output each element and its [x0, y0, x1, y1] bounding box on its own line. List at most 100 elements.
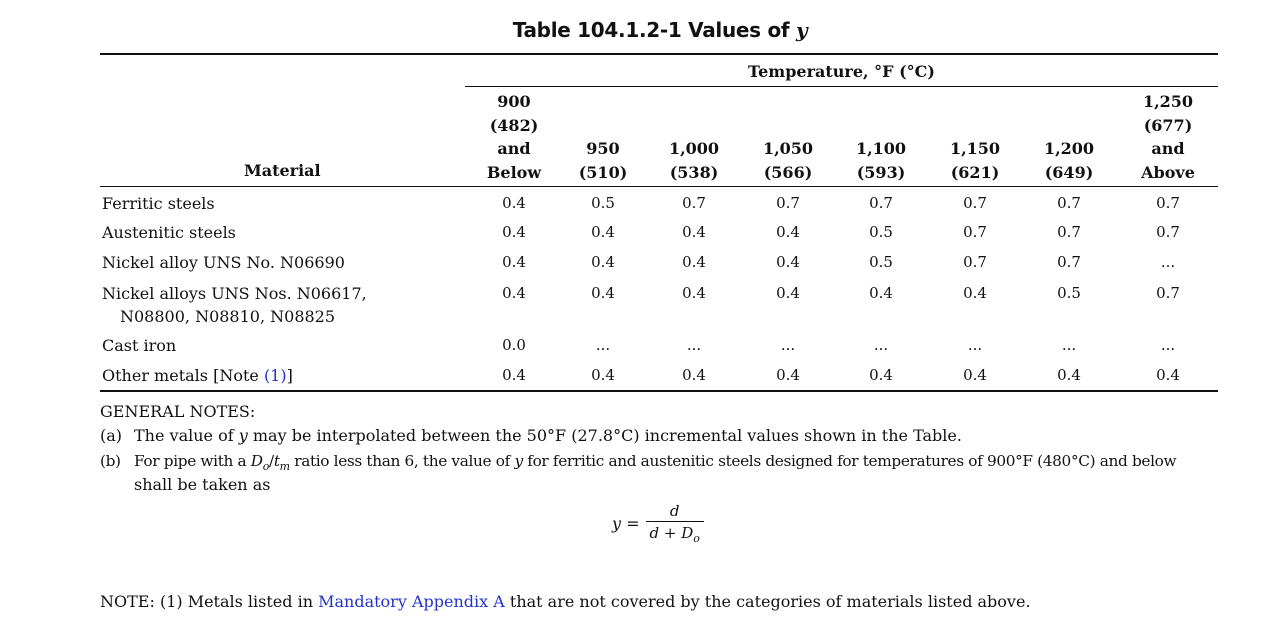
column-header-line: and: [497, 139, 531, 158]
column-header: 1,250 (677) and Above: [1141, 90, 1195, 184]
column-header-line: 950: [586, 139, 620, 158]
table-cell: 0.4: [502, 366, 526, 384]
column-header-line: 1,150: [949, 139, 1001, 158]
row-label: Austenitic steels: [102, 221, 236, 244]
general-note-b: (b) For pipe with a Do/tm ratio less than…: [100, 449, 1177, 479]
mandatory-appendix-a-link[interactable]: Mandatory Appendix A: [318, 592, 505, 611]
table-cell: ...: [1160, 253, 1176, 271]
note-b-D-sub: o: [262, 460, 270, 474]
y-formula: y = d d + Do: [612, 502, 704, 545]
table-cell: 0.0: [502, 336, 526, 354]
row-label-text: Austenitic steels: [102, 223, 236, 242]
bottom-rule: [100, 390, 1218, 392]
table-cell: 0.7: [1057, 253, 1081, 271]
column-header-line: (482): [489, 115, 539, 135]
table-cell: ...: [595, 336, 611, 354]
column-header: 950 (510): [579, 137, 628, 184]
note-a-variable: y: [238, 426, 248, 445]
column-header: 1,150 (621): [950, 137, 1000, 184]
table-cell: 0.4: [591, 284, 615, 302]
column-header-line: (621): [950, 162, 1000, 182]
formula-denominator-plus: +: [659, 524, 682, 542]
table-cell: 0.5: [869, 223, 893, 241]
row-label: Nickel alloys UNS Nos. N06617, N08800, N0…: [102, 282, 367, 328]
table-cell: 0.4: [682, 366, 706, 384]
table-cell: 0.4: [1156, 366, 1180, 384]
row-label: Ferritic steels: [102, 192, 215, 215]
table-cell: 0.4: [869, 284, 893, 302]
table-cell: 0.7: [869, 194, 893, 212]
formula-lhs: y =: [612, 514, 640, 533]
header-rule: [100, 186, 1218, 187]
table-cell: 0.7: [682, 194, 706, 212]
column-header-line: (538): [669, 162, 719, 182]
column-header-line: 1,100: [855, 139, 907, 158]
formula-denominator: d + Do: [645, 521, 704, 545]
material-header: Material: [244, 161, 321, 180]
formula-numerator: d: [669, 502, 680, 520]
table-cell: 0.7: [1156, 194, 1180, 212]
formula-denominator-D: D: [681, 524, 694, 542]
table-cell: 0.7: [963, 223, 987, 241]
column-header: 1,000 (538): [669, 137, 719, 184]
general-notes-title: GENERAL NOTES:: [100, 402, 256, 421]
row-label-text: Nickel alloy UNS No. N06690: [102, 253, 345, 272]
row-label-text: Nickel alloys UNS Nos. N06617,: [102, 284, 367, 303]
table-cell: 0.4: [1057, 366, 1081, 384]
table-cell: 0.4: [502, 194, 526, 212]
row-label-text: Other metals [Note: [102, 366, 264, 385]
row-label: Cast iron: [102, 334, 176, 357]
note-1-reference-link[interactable]: (1): [263, 366, 287, 385]
note-b-t-sub: m: [279, 460, 290, 474]
table-cell: 0.4: [963, 366, 987, 384]
formula-denominator-sub: o: [693, 532, 700, 545]
table-cell: ...: [780, 336, 796, 354]
note-b-text-end: for ferritic and austenitic steels desig…: [522, 452, 1177, 470]
table-title-text: Table 104.1.2-1 Values of: [512, 18, 796, 42]
column-header-line: 1,200: [1043, 139, 1095, 158]
temperature-rule: [465, 86, 1218, 87]
column-header-line: (510): [578, 162, 628, 182]
column-header: 900 (482) and Below: [487, 90, 541, 184]
table-cell: 0.4: [502, 284, 526, 302]
table-cell: 0.4: [963, 284, 987, 302]
table-cell: 0.7: [1156, 284, 1180, 302]
row-label-text-end: ]: [286, 366, 293, 385]
general-note-b-continued: shall be taken as: [134, 475, 271, 494]
column-header-line: (649): [1044, 162, 1094, 182]
note-a-text-start: The value of: [134, 426, 239, 445]
table-cell: ...: [967, 336, 983, 354]
table-cell: 0.7: [1057, 223, 1081, 241]
column-header-line: Above: [1141, 162, 1195, 182]
table-cell: 0.4: [682, 253, 706, 271]
table-cell: 0.7: [1156, 223, 1180, 241]
table-title-variable: y: [795, 18, 808, 42]
temperature-header: Temperature, °F (°C): [748, 62, 935, 81]
formula-fraction: d d + Do: [645, 502, 704, 545]
column-header-line: 1,000: [668, 139, 720, 158]
table-cell: ...: [1160, 336, 1176, 354]
table-cell: 0.4: [776, 223, 800, 241]
table-cell: 0.5: [869, 253, 893, 271]
row-label-text: Cast iron: [102, 336, 177, 355]
note-b-text-start: For pipe with a: [134, 452, 251, 470]
column-header-line: and: [1151, 139, 1185, 158]
table-cell: 0.4: [502, 223, 526, 241]
note-b-text-mid: ratio less than 6, the value of: [289, 452, 515, 470]
table-cell: 0.7: [963, 253, 987, 271]
column-header: 1,050 (566): [763, 137, 813, 184]
table-cell: 0.4: [776, 253, 800, 271]
formula-denominator-d: d: [649, 524, 660, 542]
note-1-text-start: NOTE: (1) Metals listed in: [100, 592, 319, 611]
column-header: 1,100 (593): [856, 137, 906, 184]
row-label-text: Ferritic steels: [102, 194, 215, 213]
general-note-a: (a) The value of y may be interpolated be…: [100, 424, 962, 448]
column-header-line: (593): [856, 162, 906, 182]
note-a-tag: (a): [100, 426, 123, 445]
row-label-continued: N08800, N08810, N08825: [120, 307, 336, 326]
note-b-D: D: [250, 452, 263, 470]
table-cell: 0.4: [776, 366, 800, 384]
table-cell: 0.5: [591, 194, 615, 212]
table-cell: ...: [873, 336, 889, 354]
note-b-tag: (b): [100, 452, 121, 470]
